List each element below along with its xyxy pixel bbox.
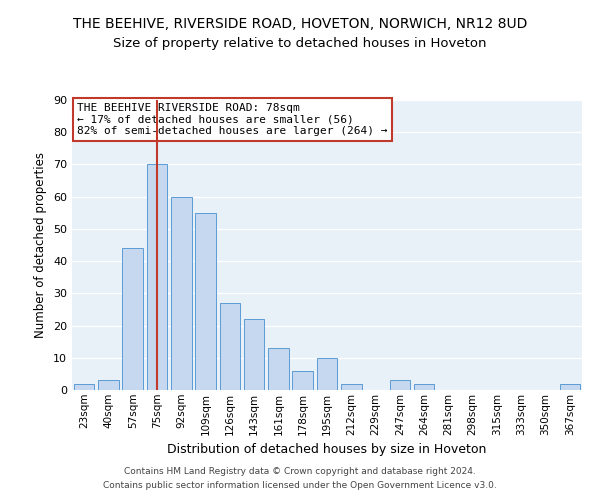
Bar (268, 348, 289, 390)
Bar (98, 380, 119, 390)
Bar (317, 358, 337, 390)
Bar (341, 384, 362, 390)
Bar (292, 370, 313, 390)
Bar (220, 303, 240, 390)
Bar (171, 196, 191, 390)
Text: Size of property relative to detached houses in Hoveton: Size of property relative to detached ho… (113, 38, 487, 51)
Text: Contains HM Land Registry data © Crown copyright and database right 2024.: Contains HM Land Registry data © Crown c… (124, 467, 476, 476)
Bar (146, 164, 167, 390)
Bar (122, 248, 143, 390)
Y-axis label: Number of detached properties: Number of detached properties (34, 152, 47, 338)
Text: THE BEEHIVE RIVERSIDE ROAD: 78sqm
← 17% of detached houses are smaller (56)
82% : THE BEEHIVE RIVERSIDE ROAD: 78sqm ← 17% … (77, 103, 388, 136)
X-axis label: Distribution of detached houses by size in Hoveton: Distribution of detached houses by size … (167, 443, 487, 456)
Bar (195, 213, 216, 390)
Bar (389, 380, 410, 390)
Text: Contains public sector information licensed under the Open Government Licence v3: Contains public sector information licen… (103, 481, 497, 490)
Text: THE BEEHIVE, RIVERSIDE ROAD, HOVETON, NORWICH, NR12 8UD: THE BEEHIVE, RIVERSIDE ROAD, HOVETON, NO… (73, 18, 527, 32)
Bar (560, 384, 580, 390)
Bar (74, 384, 94, 390)
Bar (244, 319, 265, 390)
Bar (414, 384, 434, 390)
